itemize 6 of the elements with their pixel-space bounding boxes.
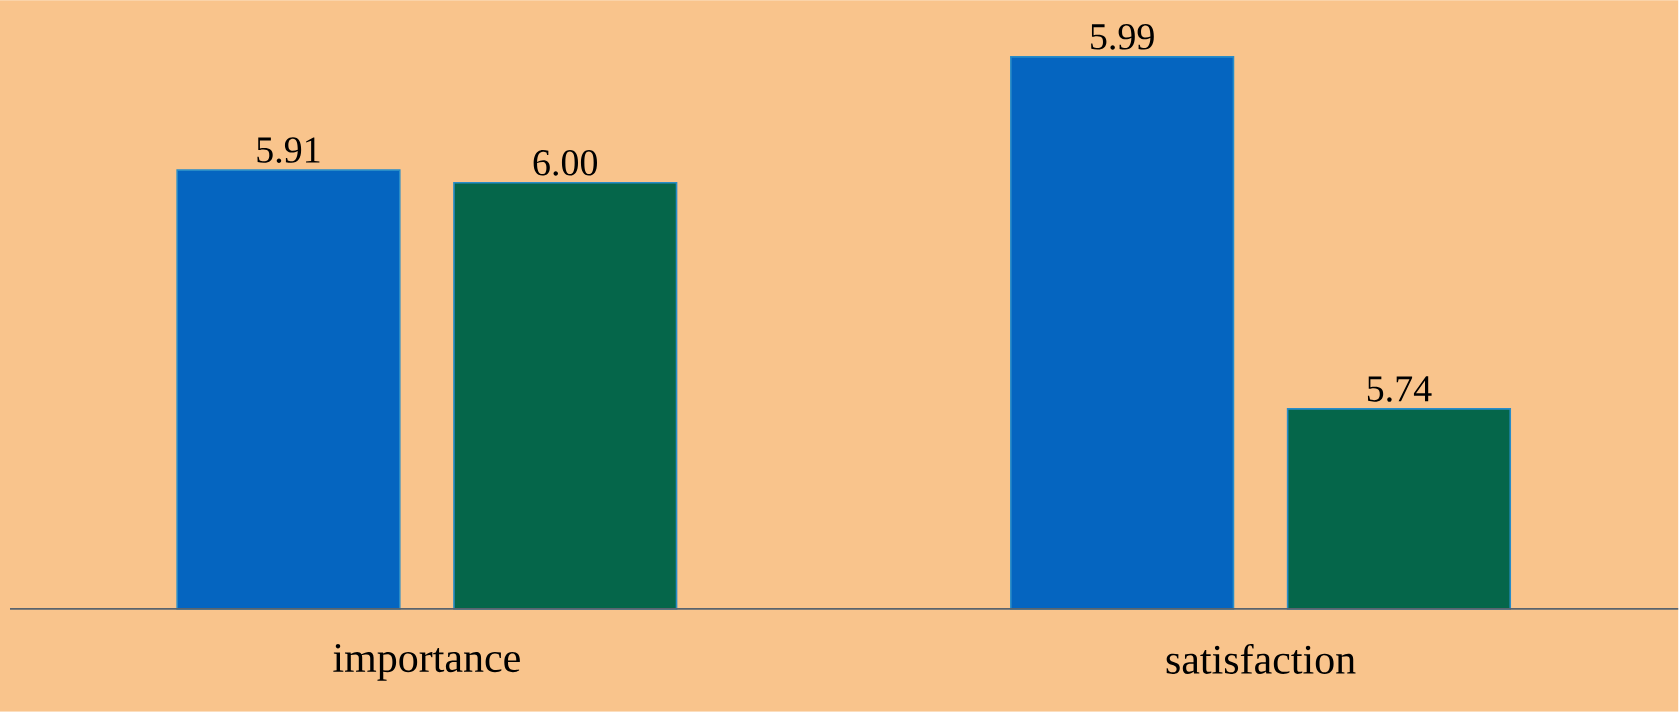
data-label: 5.99 (1091, 24, 1154, 50)
data-label: 5.74 (1367, 376, 1432, 402)
x-tick-label: satisfaction (1166, 644, 1356, 674)
data-label: 5.91 (257, 137, 320, 164)
x-tick-label: importance (333, 644, 520, 681)
data-label: 6.00 (533, 150, 598, 176)
